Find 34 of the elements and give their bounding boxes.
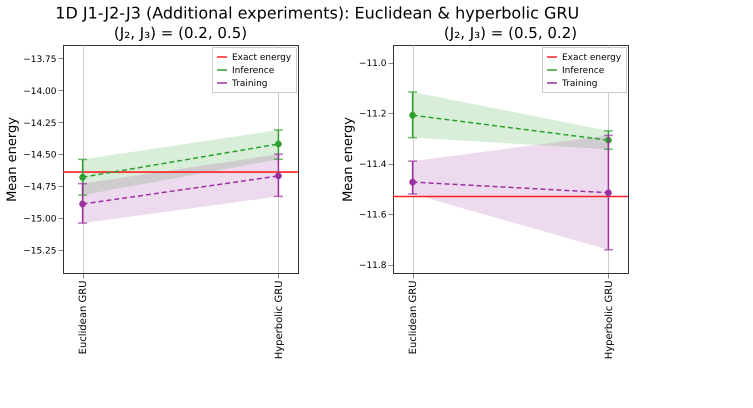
x-tick-label: Euclidean GRU xyxy=(78,280,90,354)
point xyxy=(605,189,612,196)
x-tick-label: Euclidean GRU xyxy=(408,280,420,354)
y-axis-title: Mean energy xyxy=(340,116,356,202)
y-tick-label: −13.75 xyxy=(23,54,56,65)
legend-label: Training xyxy=(231,79,268,89)
y-tick-label: −11.8 xyxy=(358,261,387,272)
y-tick-label: −15.25 xyxy=(23,246,56,257)
point xyxy=(275,172,282,180)
x-tick-label: Hyperbolic GRU xyxy=(604,280,615,360)
chart-title: 1D J1-J2-J3 (Additional experiments): Euclidean & hyperbolic GRU xyxy=(55,4,580,22)
y-tick-label: −14.25 xyxy=(23,118,56,129)
legend-label: Training xyxy=(561,79,598,89)
legend-label: Inference xyxy=(562,66,605,76)
point xyxy=(409,112,416,119)
y-tick-label: −14.00 xyxy=(23,86,57,97)
chart-subtitle: (J₂, J₃) = (0.5, 0.2) xyxy=(444,24,578,42)
x-tick-label: Hyperbolic GRU xyxy=(274,280,285,360)
point xyxy=(275,140,282,148)
y-axis-title: Mean energy xyxy=(5,116,20,202)
point xyxy=(409,178,416,186)
y-tick-label: −14.75 xyxy=(23,182,56,193)
legend-label: Inference xyxy=(232,66,275,76)
chart-subtitle: (J₂, J₃) = (0.2, 0.5) xyxy=(114,24,248,42)
y-tick-label: −14.50 xyxy=(23,150,57,161)
y-tick-label: −15.00 xyxy=(23,214,57,225)
legend-label: Exact energy xyxy=(232,53,292,63)
point xyxy=(79,174,86,181)
point xyxy=(79,200,86,208)
y-tick-label: −11.6 xyxy=(358,210,387,221)
legend-label: Exact energy xyxy=(562,53,622,63)
y-tick-label: −11.0 xyxy=(358,59,387,70)
y-tick-label: −11.4 xyxy=(358,160,387,170)
y-tick-label: −11.2 xyxy=(358,110,386,120)
